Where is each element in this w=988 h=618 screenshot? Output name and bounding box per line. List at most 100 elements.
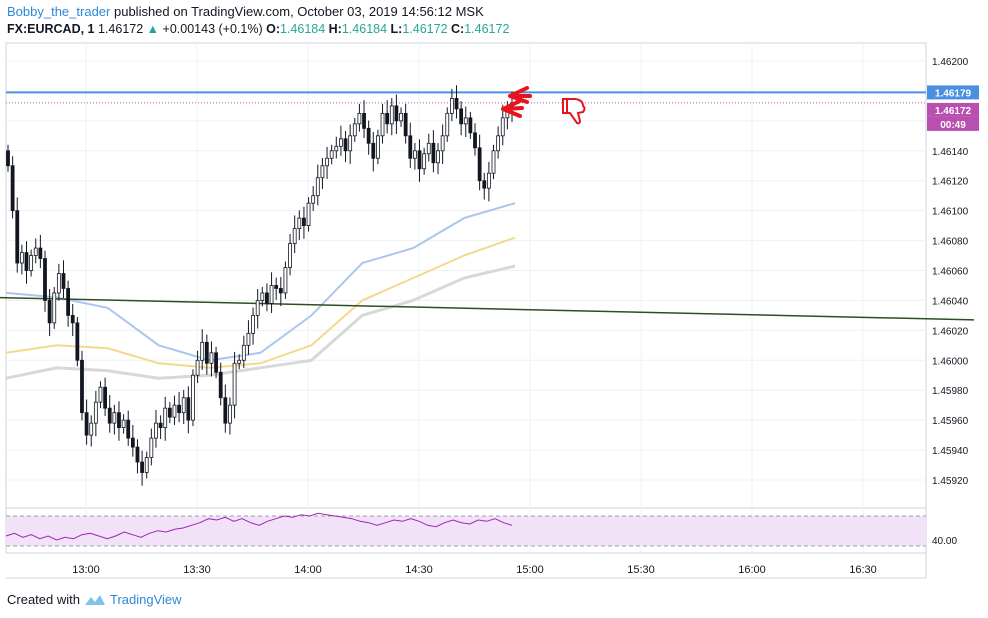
candle [10,156,15,219]
candle [24,241,29,284]
candle-body-down [103,386,108,409]
candle-body-down [6,150,10,167]
candle [214,346,218,379]
candle-body-up [251,314,255,334]
ma-mid-line [5,236,516,369]
candle [163,396,168,441]
open-label: O: [266,22,280,36]
price-tick-label: 1.46100 [932,207,969,218]
candle-body-up [144,457,149,473]
candle-body-up [306,202,311,227]
candle-body-down [214,352,218,373]
candle [117,401,121,441]
candle-body-up [228,404,232,424]
candle [306,197,311,232]
candle [459,101,464,136]
candle [288,233,292,276]
candle-body-down [274,285,279,289]
price-tick-label: 1.45920 [932,476,969,487]
candle [449,88,454,122]
up-triangle-icon: ▲ [146,22,160,36]
thumbs-down-icon [562,98,586,125]
candle [84,399,89,445]
candle-body-up [29,255,34,271]
candle [376,129,380,165]
change-value: +0.00143 (+0.1%) [162,22,263,36]
candle [352,117,357,142]
candle [80,350,84,421]
candle [52,286,57,329]
candle [191,369,195,427]
price-tick-label: 1.46040 [932,296,969,307]
candle [89,415,94,447]
candle [265,283,269,312]
candle-body-down [403,112,408,137]
candle-body-down [47,300,52,324]
last-price-tag-bg [927,102,979,117]
price-tick-label: 1.45980 [932,386,969,397]
candle [348,124,353,164]
candle-body-up [260,292,265,301]
candle-body-up [380,112,385,137]
candle-body-down [24,252,29,271]
candle-body-down [15,210,20,264]
candle-body-up [121,419,126,429]
published-text: published on TradingView.com, October 03… [113,4,484,19]
candle [75,316,80,367]
candle-body-down [204,341,209,364]
candle-body-up [486,172,491,189]
candle [486,161,491,202]
candle [283,261,288,299]
candle-body-up [440,135,445,152]
candle-body-up [422,153,427,170]
tradingview-brand-link[interactable]: TradingView [109,592,182,607]
candle-body-down [431,142,436,164]
candle-body-up [191,374,195,421]
trendline[interactable] [0,296,975,321]
candle-body-up [500,117,505,137]
close-label: C: [451,22,465,36]
author-link[interactable]: Bobby_the_trader [7,4,111,19]
time-tick-label: 15:00 [516,564,544,576]
candle-body-up [269,285,274,304]
price-tick-label: 1.45960 [932,416,969,427]
candle-body-up [449,98,454,114]
candle [103,377,108,416]
close-value: 1.46172 [464,22,510,36]
candle-body-up [93,401,98,424]
candle-body-up [246,332,251,346]
time-tick-label: 16:30 [849,564,877,576]
arrow-annotation-upper [508,86,532,104]
candle-body-up [496,135,501,152]
low-label: L: [390,22,403,36]
candle [121,414,126,434]
candle-body-down [126,419,131,439]
candle [144,451,149,479]
candle-body-down [302,217,306,227]
candle-body-down [366,127,371,144]
candle [181,389,186,425]
candle [431,130,436,173]
candle [403,103,408,144]
candle [380,103,385,144]
candle-body-up [255,300,260,316]
candle [15,197,20,273]
candle [297,210,302,240]
high-label: H: [328,22,342,36]
candle-body-down [371,142,376,159]
candle [408,122,413,168]
last-value: 1.46172 [98,22,144,36]
candle-body-down [343,138,348,152]
candle-body-down [473,132,477,149]
candle [223,384,228,433]
candle [228,397,232,435]
candle-body-down [38,247,43,259]
candle [98,381,103,409]
candle-body-up [399,112,403,122]
candle [93,390,98,437]
candle [482,172,487,200]
candle-body-up [288,243,292,268]
candle-body-up [376,135,380,159]
horizontal-line-price-tag: 1.46179 [935,88,972,99]
